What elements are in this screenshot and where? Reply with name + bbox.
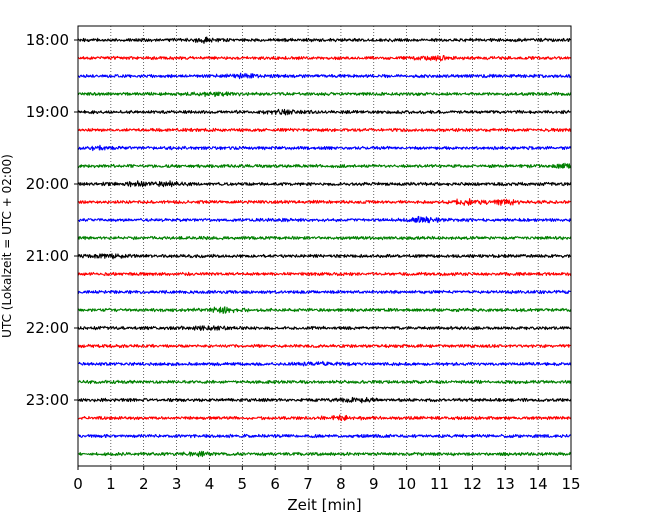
trace-1815 — [77, 54, 572, 62]
x-tick-label: 0 — [73, 475, 83, 493]
x-tick-label: 2 — [139, 475, 149, 493]
y-axis: 18:00 19:00 20:00 21:00 22:00 23:00 — [26, 31, 78, 409]
trace-2000 — [77, 180, 572, 188]
x-tick-label: 1 — [106, 475, 116, 493]
trace-group — [77, 36, 572, 458]
x-axis: 0 1 2 3 4 5 6 7 8 9 10 11 12 13 14 15 — [73, 466, 581, 493]
trace-2130 — [77, 289, 572, 295]
trace-1800 — [77, 36, 572, 44]
x-tick-label: 10 — [397, 475, 416, 493]
x-tick-label: 15 — [561, 475, 580, 493]
trace-2145 — [77, 306, 572, 314]
x-tick-label: 14 — [529, 475, 548, 493]
trace-2100 — [77, 253, 572, 260]
x-tick-label: 5 — [238, 475, 248, 493]
trace-2230 — [77, 360, 572, 367]
trace-1845 — [77, 91, 572, 98]
trace-2345 — [77, 450, 572, 458]
trace-2045 — [77, 235, 572, 241]
x-tick-label: 12 — [463, 475, 482, 493]
y-tick-label: 18:00 — [26, 31, 69, 49]
trace-1930 — [77, 144, 572, 152]
y-tick-label: 23:00 — [26, 391, 69, 409]
trace-1915 — [77, 127, 572, 133]
trace-2245 — [77, 379, 572, 385]
y-axis-label: UTC (Lokalzeit = UTC + 02:00) — [0, 154, 14, 338]
trace-2030 — [77, 215, 572, 224]
trace-2315 — [77, 414, 572, 422]
y-tick-label: 22:00 — [26, 319, 69, 337]
trace-2200 — [77, 325, 572, 331]
trace-2015 — [77, 198, 572, 206]
y-tick-label: 21:00 — [26, 247, 69, 265]
trace-2115 — [77, 271, 572, 277]
x-tick-label: 6 — [270, 475, 280, 493]
y-tick-label: 20:00 — [26, 175, 69, 193]
x-tick-label: 7 — [303, 475, 313, 493]
x-tick-label: 9 — [369, 475, 379, 493]
x-tick-label: 3 — [172, 475, 182, 493]
grid — [110, 26, 539, 466]
trace-1945 — [77, 162, 572, 169]
x-tick-label: 4 — [205, 475, 215, 493]
plot-frame — [77, 25, 572, 467]
x-tick-label: 11 — [430, 475, 449, 493]
x-tick-label: 13 — [496, 475, 515, 493]
trace-1830 — [77, 72, 572, 80]
trace-1900 — [77, 108, 572, 116]
trace-2300 — [77, 396, 572, 404]
x-tick-label: 8 — [336, 475, 346, 493]
trace-2215 — [77, 343, 572, 349]
x-axis-label: Zeit [min] — [287, 496, 361, 514]
trace-2330 — [77, 433, 572, 439]
y-tick-label: 19:00 — [26, 103, 69, 121]
